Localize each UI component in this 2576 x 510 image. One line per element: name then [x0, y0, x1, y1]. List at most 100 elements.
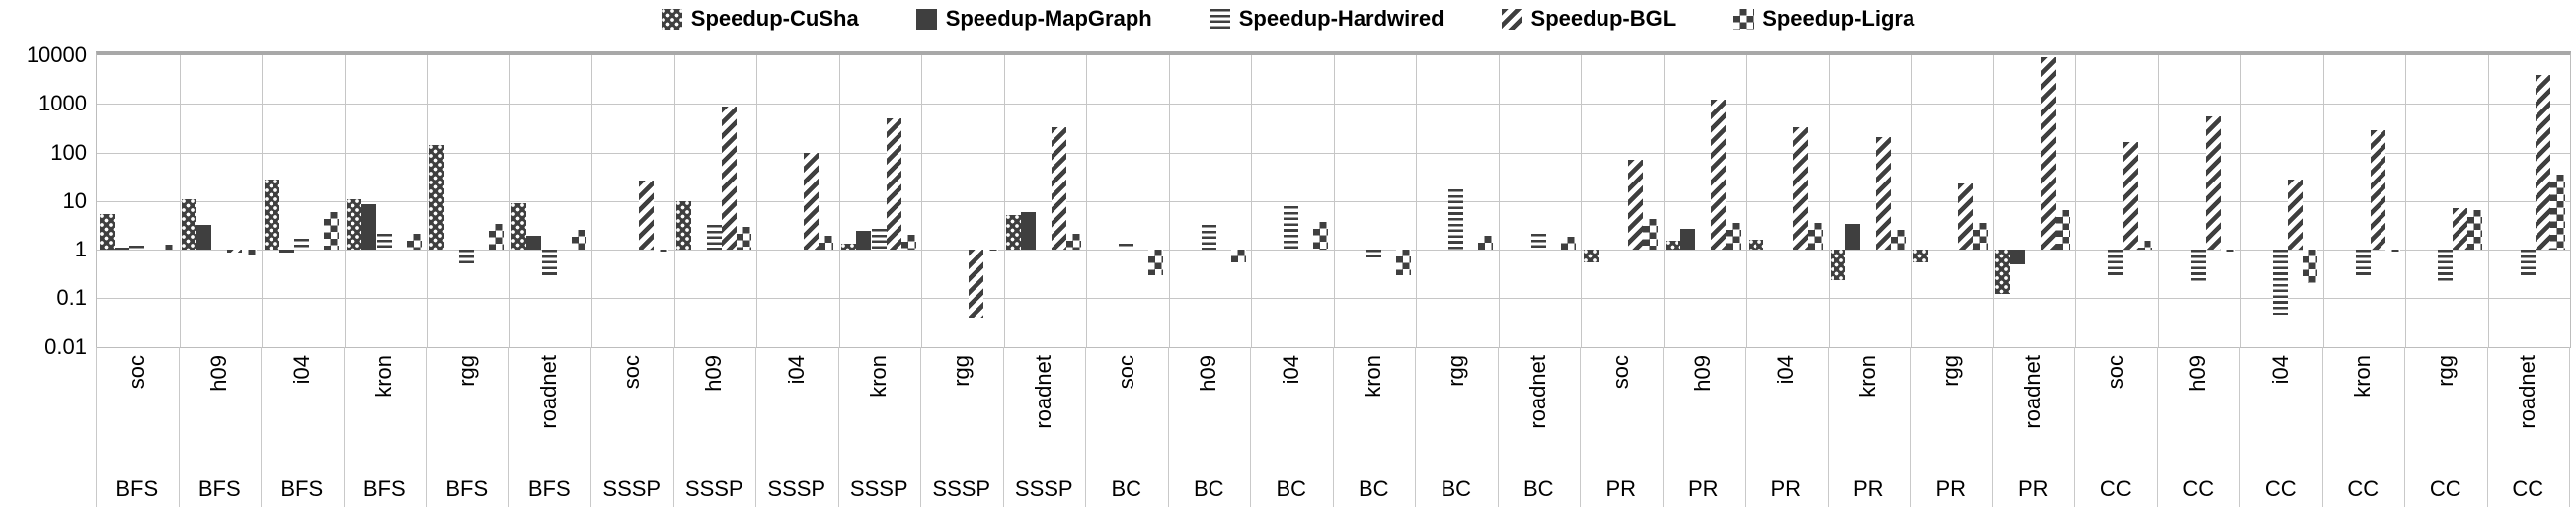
bar-speedup-ligra-bfs-i04: [324, 211, 340, 250]
bar-speedup-hardwired-bfs-roadnet: [541, 250, 557, 275]
legend-item: Speedup-Hardwired: [1209, 6, 1444, 32]
x-algorithm-label: CC: [2429, 476, 2461, 501]
bar-speedup-ligra-cc-h09: [2220, 250, 2235, 253]
bar-speedup-cusha-pr-i04: [1748, 239, 1763, 250]
bar-speedup-mapgraph-pr-roadnet: [2010, 250, 2026, 264]
gridline-vertical: [756, 55, 757, 347]
bar-speedup-mapgraph-sssp-kron: [856, 231, 872, 250]
legend-label: Speedup-Hardwired: [1238, 6, 1444, 31]
gridline-vertical: [1498, 55, 1500, 347]
x-axis-separator: [1332, 346, 1334, 507]
bar-speedup-hardwired-cc-h09: [2190, 250, 2206, 284]
gridline-vertical: [1168, 55, 1170, 347]
x-algorithm-label: BFS: [280, 476, 324, 501]
bar-speedup-cusha-bfs-rgg: [429, 145, 444, 250]
plot-area: [96, 51, 2571, 348]
bar-speedup-bgl-cc-roadnet: [2535, 74, 2550, 250]
x-axis-separator: [2486, 346, 2488, 507]
bar-speedup-bgl-sssp-kron: [886, 118, 901, 250]
x-axis-separator: [1827, 346, 1829, 507]
bar-speedup-mapgraph-bfs-i04: [278, 250, 294, 254]
bar-speedup-bgl-cc-soc: [2123, 142, 2139, 250]
x-axis-separator: [1167, 346, 1169, 507]
bar-speedup-ligra-sssp-h09: [736, 226, 751, 250]
bar-speedup-bgl-cc-kron: [2370, 130, 2385, 250]
gridline-vertical: [2157, 55, 2159, 347]
bar-speedup-cusha-sssp-roadnet: [1006, 214, 1022, 250]
bar-speedup-ligra-cc-i04: [2303, 250, 2318, 284]
x-algorithm-label: SSSP: [932, 476, 991, 501]
bar-speedup-hardwired-bc-roadnet: [1530, 234, 1546, 250]
bar-speedup-ligra-sssp-kron: [900, 235, 916, 250]
bar-speedup-ligra-pr-soc: [1643, 219, 1659, 250]
x-algorithm-label: BFS: [362, 476, 406, 501]
x-axis-separator: [2404, 346, 2405, 507]
bar-speedup-hardwired-bfs-i04: [294, 238, 310, 250]
bar-speedup-bgl-sssp-roadnet: [1051, 126, 1066, 250]
bar-speedup-hardwired-bc-kron: [1366, 250, 1381, 257]
bar-speedup-ligra-pr-kron: [1890, 229, 1906, 250]
x-axis-separator: [1497, 346, 1499, 507]
bar-speedup-bgl-sssp-rgg: [969, 250, 984, 318]
horizontal-stripes-legend-swatch-icon: [1209, 8, 1230, 30]
bar-speedup-bgl-pr-i04: [1793, 126, 1809, 250]
x-algorithm-label: PR: [1605, 476, 1637, 501]
x-algorithm-label: BC: [1111, 476, 1142, 501]
bar-speedup-ligra-cc-kron: [2384, 250, 2400, 253]
x-axis-separator: [1662, 346, 1664, 507]
bar-speedup-bgl-pr-soc: [1628, 160, 1644, 250]
gridline-vertical: [1663, 55, 1665, 347]
x-axis-separator: [1910, 346, 1911, 507]
gridline-vertical: [1003, 55, 1005, 347]
bar-speedup-ligra-cc-soc: [2138, 241, 2153, 250]
x-algorithm-label: BFS: [197, 476, 241, 501]
x-algorithm-label: BC: [1276, 476, 1307, 501]
bar-speedup-cusha-pr-h09: [1666, 241, 1681, 250]
bar-speedup-bgl-pr-kron: [1875, 136, 1891, 250]
gridline-vertical: [1333, 55, 1335, 347]
bar-speedup-ligra-sssp-soc: [654, 250, 669, 253]
x-axis-separator: [178, 346, 180, 507]
x-algorithm-label: PR: [1852, 476, 1884, 501]
y-tick-label: 100: [50, 139, 87, 165]
x-axis-separator: [2074, 346, 2075, 507]
x-axis-separator: [837, 346, 839, 507]
bar-speedup-mapgraph-sssp-roadnet: [1021, 211, 1037, 250]
x-axis-separator: [1250, 346, 1251, 507]
bar-speedup-hardwired-bfs-kron: [376, 234, 392, 250]
x-axis-separator: [1745, 346, 1746, 507]
bar-speedup-ligra-bc-kron: [1395, 250, 1411, 275]
x-algorithm-label: BC: [1193, 476, 1224, 501]
bar-speedup-cusha-sssp-kron: [841, 244, 857, 250]
x-axis-separator: [1991, 346, 1993, 507]
x-algorithm-label: CC: [2182, 476, 2215, 501]
y-tick-label: 10000: [26, 42, 87, 67]
bar-speedup-mapgraph-pr-h09: [1680, 228, 1696, 250]
x-axis-separator: [2321, 346, 2323, 507]
bar-speedup-hardwired-bc-i04: [1284, 205, 1299, 250]
bar-speedup-ligra-bc-roadnet: [1560, 237, 1576, 250]
gridline-vertical: [2075, 55, 2076, 347]
x-axis-separator: [507, 346, 509, 507]
gridline-vertical: [2322, 55, 2324, 347]
bar-speedup-ligra-cc-rgg: [2467, 209, 2483, 250]
x-algorithm-label: PR: [2017, 476, 2049, 501]
checkerboard-legend-swatch-icon: [1733, 8, 1755, 30]
x-algorithm-label: SSSP: [849, 476, 908, 501]
gridline-vertical: [2487, 55, 2489, 347]
gridline-vertical: [2405, 55, 2406, 347]
bar-speedup-cusha-pr-kron: [1831, 250, 1846, 280]
gridline-vertical: [2240, 55, 2241, 347]
bar-speedup-hardwired-sssp-h09: [706, 225, 722, 250]
legend-item: Speedup-Ligra: [1733, 6, 1914, 32]
gridline-vertical: [673, 55, 675, 347]
x-algorithm-label: CC: [2264, 476, 2297, 501]
gridline-vertical: [1581, 55, 1582, 347]
gridline-vertical: [1086, 55, 1087, 347]
x-axis-separator: [426, 346, 427, 507]
x-algorithm-label: PR: [1770, 476, 1802, 501]
bar-speedup-ligra-bfs-soc: [159, 245, 175, 250]
x-algorithm-label: BFS: [527, 476, 571, 501]
x-algorithm-label: SSSP: [767, 476, 826, 501]
